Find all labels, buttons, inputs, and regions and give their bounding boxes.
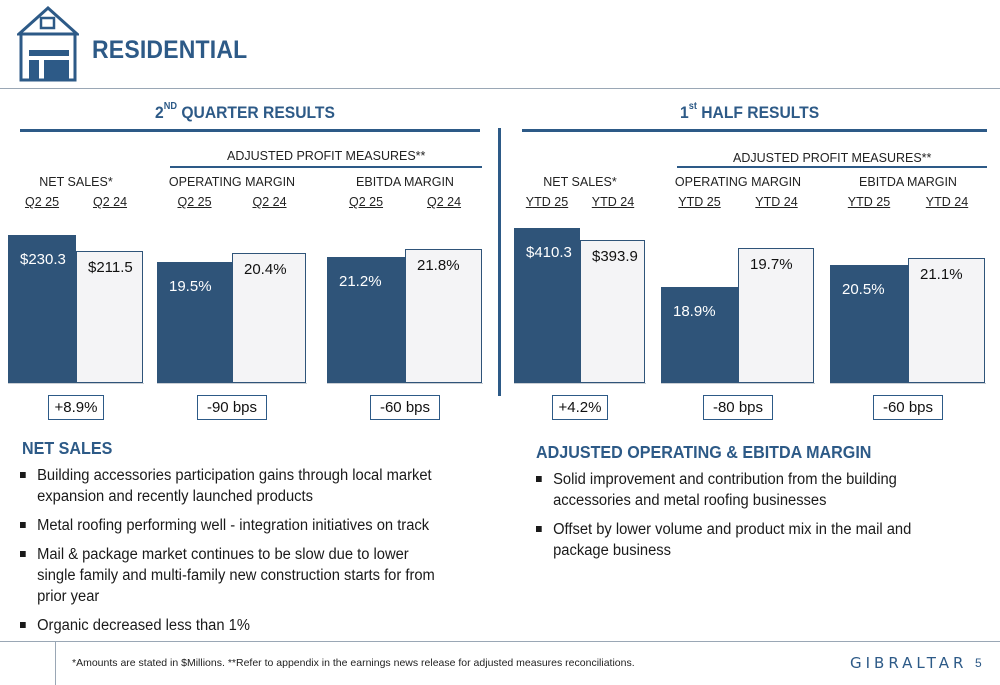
chart-title: OPERATING MARGIN xyxy=(168,175,296,189)
section-divider xyxy=(498,128,501,396)
page-number: 5 xyxy=(975,656,982,670)
x-tick-label: YTD 25 xyxy=(678,195,721,209)
list-item: Offset by lower volume and product mix i… xyxy=(536,519,945,561)
footer-divider xyxy=(0,641,1000,642)
data-label: $410.3 xyxy=(526,244,572,261)
bar-current xyxy=(514,228,580,383)
margin-heading: ADJUSTED OPERATING & EBITDA MARGIN xyxy=(536,442,872,462)
data-label: 18.9% xyxy=(673,303,716,320)
list-item: Solid improvement and contribution from … xyxy=(536,469,945,511)
x-tick-label: Q2 25 xyxy=(348,195,384,209)
change-badge: -60 bps xyxy=(370,395,440,420)
data-label: $393.9 xyxy=(592,248,638,265)
bullet-text: Solid improvement and contribution from … xyxy=(553,471,897,509)
x-tick-label: YTD 25 xyxy=(847,195,891,209)
x-tick-label: YTD 24 xyxy=(925,195,969,209)
data-label: 19.7% xyxy=(750,256,793,273)
bar-current xyxy=(327,257,405,383)
bar-prior xyxy=(232,253,306,383)
change-badge: +4.2% xyxy=(552,395,608,420)
group-label-adjusted-half: ADJUSTED PROFIT MEASURES** xyxy=(733,151,932,165)
bar-current xyxy=(8,235,76,383)
bar-prior xyxy=(738,248,814,383)
x-tick-label: Q2 24 xyxy=(92,195,128,209)
chart-title: NET SALES* xyxy=(543,175,617,189)
footnote: *Amounts are stated in $Millions. **Refe… xyxy=(72,657,635,669)
data-label: 20.4% xyxy=(244,261,287,278)
bullet-text: Building accessories participation gains… xyxy=(37,467,432,505)
page-title: RESIDENTIAL xyxy=(92,36,248,64)
section-rule-half xyxy=(522,129,987,132)
section-title-text: QUARTER RESULTS xyxy=(181,103,335,122)
section-rule-quarter xyxy=(20,129,480,132)
data-label: $211.5 xyxy=(88,259,133,276)
chart-baseline xyxy=(8,383,144,384)
change-badge: -90 bps xyxy=(197,395,267,420)
bullet-icon xyxy=(536,526,542,532)
x-tick-label: YTD 25 xyxy=(525,195,569,209)
section-title-ordinal: 1 xyxy=(680,103,689,122)
x-tick-label: YTD 24 xyxy=(591,195,635,209)
chart-baseline xyxy=(661,383,815,384)
brand-logo-text: GIBRALTAR xyxy=(850,654,968,672)
bar-current xyxy=(157,262,232,383)
x-tick-label: Q2 25 xyxy=(24,195,60,209)
bullet-icon xyxy=(20,522,26,528)
group-label-adjusted-quarter: ADJUSTED PROFIT MEASURES** xyxy=(227,149,426,163)
bar-prior xyxy=(580,240,645,383)
change-badge: +8.9% xyxy=(48,395,104,420)
section-title-text: HALF RESULTS xyxy=(701,103,820,122)
net-sales-heading: NET SALES xyxy=(22,438,113,458)
bullet-icon xyxy=(20,622,26,628)
data-label: 20.5% xyxy=(842,281,885,298)
net-sales-bullets: Building accessories participation gains… xyxy=(20,465,470,644)
bar-prior xyxy=(908,258,985,383)
data-label: $230.3 xyxy=(20,251,66,268)
section-title-superscript: ND xyxy=(163,101,178,112)
x-tick-label: Q2 24 xyxy=(252,195,287,209)
bullet-text: Organic decreased less than 1% xyxy=(37,617,250,634)
bullet-text: Mail & package market continues to be sl… xyxy=(37,546,435,605)
bullet-icon xyxy=(20,551,26,557)
change-badge: -60 bps xyxy=(873,395,943,420)
x-tick-label: YTD 24 xyxy=(755,195,798,209)
section-title-ordinal: 2 xyxy=(155,103,164,122)
bar-prior xyxy=(76,251,143,383)
chart-baseline xyxy=(514,383,646,384)
bullet-icon xyxy=(536,476,542,482)
group-rule-half xyxy=(677,166,987,168)
bullet-icon xyxy=(20,472,26,478)
section-title-half: 1st HALF RESULTS xyxy=(680,101,820,123)
bar-current xyxy=(830,265,908,383)
x-tick-label: Q2 25 xyxy=(177,195,212,209)
chart-title: OPERATING MARGIN xyxy=(674,175,802,189)
house-garage-icon xyxy=(17,6,79,82)
data-label: 21.1% xyxy=(920,266,963,283)
chart-title: EBITDA MARGIN xyxy=(356,175,454,189)
bar-current xyxy=(661,287,738,383)
list-item: Building accessories participation gains… xyxy=(20,465,448,507)
footer-accent xyxy=(55,641,56,685)
x-tick-label: Q2 24 xyxy=(426,195,462,209)
header-divider xyxy=(0,88,1000,89)
chart-title: NET SALES* xyxy=(39,175,113,189)
list-item: Mail & package market continues to be sl… xyxy=(20,544,448,607)
section-title-quarter: 2ND QUARTER RESULTS xyxy=(155,101,335,123)
change-badge: -80 bps xyxy=(703,395,773,420)
bullet-text: Metal roofing performing well - integrat… xyxy=(37,517,430,534)
margin-bullets: Solid improvement and contribution from … xyxy=(536,469,966,569)
chart-title: EBITDA MARGIN xyxy=(859,175,957,189)
bar-prior xyxy=(405,249,482,383)
chart-baseline xyxy=(830,383,986,384)
group-rule-quarter xyxy=(170,166,482,168)
data-label: 21.8% xyxy=(417,257,460,274)
list-item: Metal roofing performing well - integrat… xyxy=(20,515,448,536)
data-label: 21.2% xyxy=(339,273,382,290)
list-item: Organic decreased less than 1% xyxy=(20,615,448,636)
bullet-text: Offset by lower volume and product mix i… xyxy=(553,521,912,559)
chart-baseline xyxy=(157,383,307,384)
section-title-superscript: st xyxy=(688,101,697,112)
chart-baseline xyxy=(327,383,483,384)
data-label: 19.5% xyxy=(169,278,212,295)
